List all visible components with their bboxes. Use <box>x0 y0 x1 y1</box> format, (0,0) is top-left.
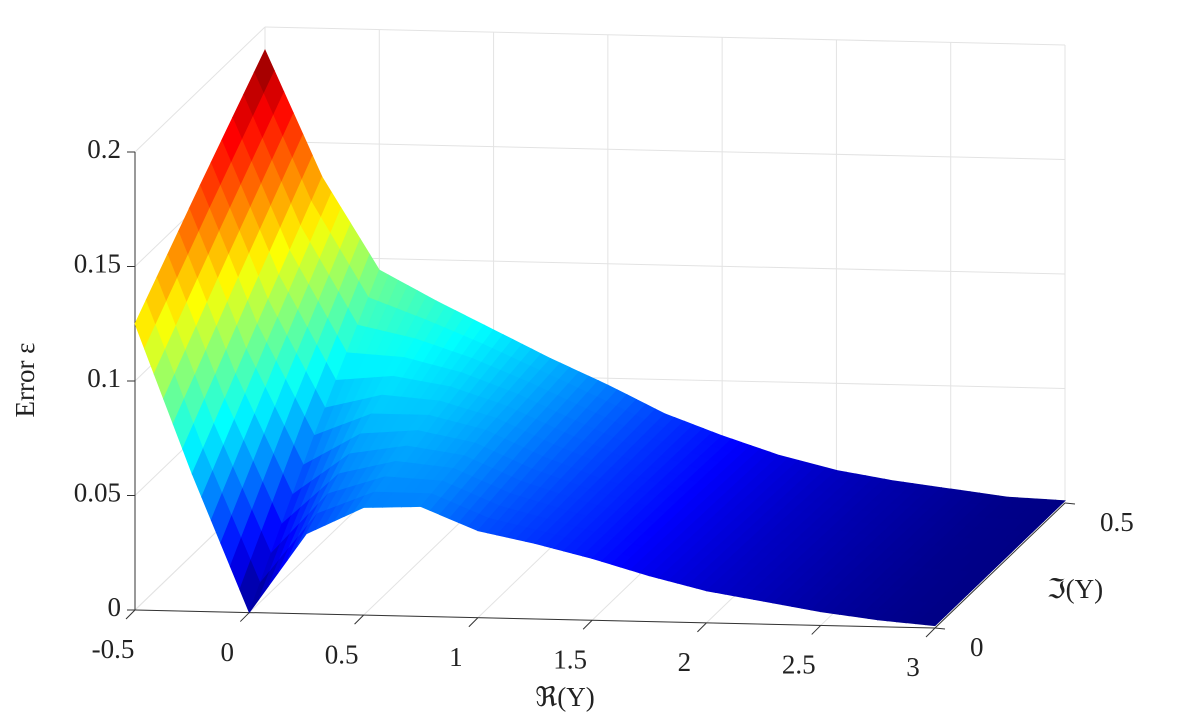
x-tick-label: 3 <box>906 652 920 682</box>
x-tick-label: 1 <box>449 642 463 672</box>
tick-mark <box>239 612 250 622</box>
x-tick-label: 0.5 <box>325 639 359 669</box>
grid-line <box>264 141 1066 160</box>
tick-mark <box>697 622 707 633</box>
surface-patch <box>924 613 947 627</box>
z-tick-label: 0.05 <box>74 478 121 508</box>
z-tick-label: 0 <box>108 592 122 622</box>
tick-mark <box>582 619 593 630</box>
axis-line <box>134 609 936 629</box>
ticks: 0 0.05 0.1 0.15 0.2 -0.5 0 0.5 1 1.5 2 2.5 3 0 0.5 <box>74 134 1134 682</box>
tick-mark <box>354 614 364 625</box>
z-tick-label: 0.2 <box>87 134 121 164</box>
axis-line <box>934 502 1066 629</box>
x-tick-label: 2 <box>678 647 692 677</box>
y-axis-label: ℑ(Y) <box>1047 574 1103 604</box>
z-axis-label: Error ε <box>10 342 40 417</box>
x-tick-label: 2.5 <box>782 650 816 680</box>
tick-mark <box>1064 502 1076 505</box>
x-tick-label: -0.5 <box>92 634 135 664</box>
z-tick-label: 0.15 <box>74 249 121 279</box>
grid-line <box>264 26 1066 46</box>
tick-mark <box>934 627 946 630</box>
tick-mark <box>811 625 822 635</box>
tick-mark <box>468 617 479 628</box>
y-tick-label: 0 <box>970 632 984 662</box>
z-tick-label: 0.1 <box>87 363 121 393</box>
grid-line <box>134 26 266 153</box>
x-tick-label: 1.5 <box>553 644 587 674</box>
x-axis-label: ℜ(Y) <box>535 682 594 712</box>
grid-line <box>264 255 1066 275</box>
tick-mark <box>925 627 936 638</box>
y-tick-label: 0.5 <box>1100 507 1134 537</box>
surface <box>134 48 1066 627</box>
x-tick-label: 0 <box>221 637 235 667</box>
tick-mark <box>125 609 136 620</box>
